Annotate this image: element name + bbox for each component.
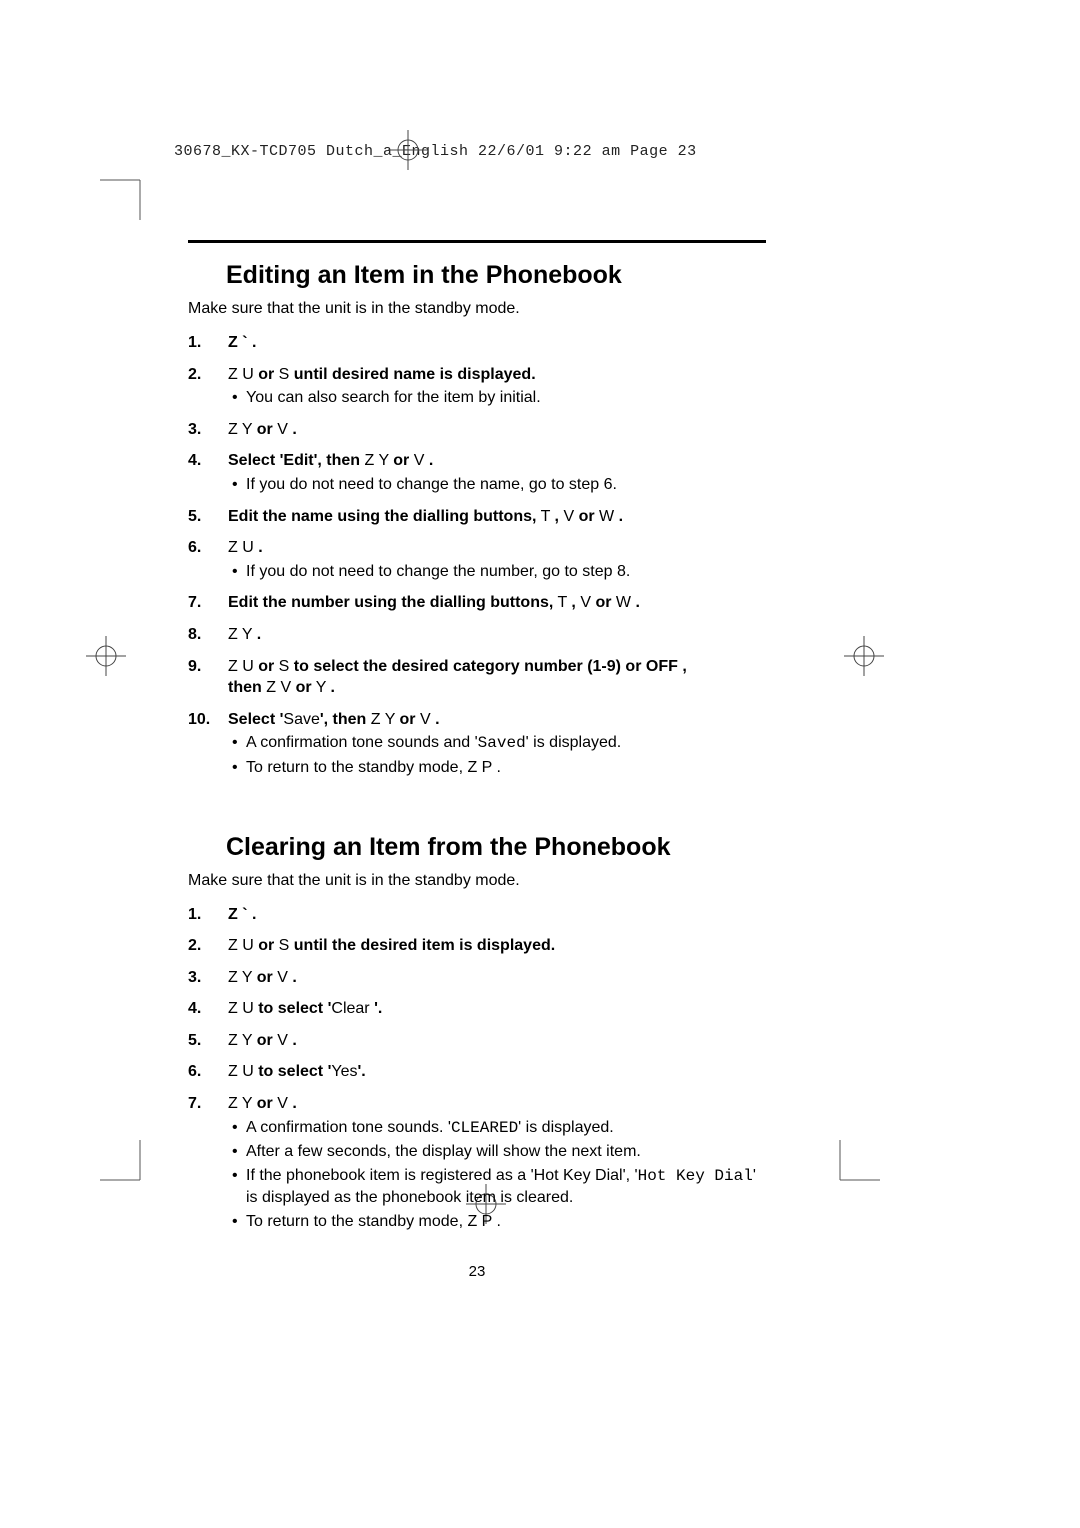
step-text: Z Y or V . bbox=[228, 969, 297, 986]
step-item: 2. Z U or S until the desired item is dis… bbox=[188, 935, 766, 957]
step-subitem: If you do not need to change the name, g… bbox=[228, 474, 766, 496]
step-text: Z U or S until desired name is displayed… bbox=[228, 366, 536, 383]
step-number: 9. bbox=[188, 656, 201, 678]
section2-title: Clearing an Item from the Phonebook bbox=[226, 833, 766, 862]
step-text: Z U or S until the desired item is displ… bbox=[228, 937, 555, 954]
step-item: 7. Z Y or V . A confirmation tone sounds. … bbox=[188, 1093, 766, 1233]
step-sublist: You can also search for the item by init… bbox=[228, 387, 766, 409]
step-subitem: If the phonebook item is registered as a… bbox=[228, 1165, 766, 1209]
step-item: 10. Select 'Save', then Z Y or V . A confi… bbox=[188, 709, 766, 779]
step-text: Z U . bbox=[228, 539, 263, 556]
step-item: 4. Z U to select 'Clear '. bbox=[188, 998, 766, 1020]
registration-mark-left bbox=[86, 636, 126, 676]
step-subitem: To return to the standby mode, Z P . bbox=[228, 1211, 766, 1233]
step-subitem: After a few seconds, the display will sh… bbox=[228, 1141, 766, 1163]
step-item: 9. Z U or S to select the desired categor… bbox=[188, 656, 766, 699]
step-sublist: A confirmation tone sounds. 'CLEARED' is… bbox=[228, 1117, 766, 1233]
step-text: Z Y or V . bbox=[228, 1095, 297, 1112]
step-item: 4. Select 'Edit', then Z Y or V . If you d… bbox=[188, 450, 766, 495]
step-text: Edit the name using the dialling buttons… bbox=[228, 508, 623, 525]
step-number: 4. bbox=[188, 998, 201, 1020]
registration-mark-right bbox=[844, 636, 884, 676]
section2-steps: 1. Z ` . 2. Z U or S until the desired item… bbox=[188, 904, 766, 1233]
step-text: Select 'Edit', then Z Y or V . bbox=[228, 452, 433, 469]
step-number: 2. bbox=[188, 935, 201, 957]
step-number: 7. bbox=[188, 592, 201, 614]
step-text: Z U to select 'Clear '. bbox=[228, 1000, 382, 1017]
step-subitem: A confirmation tone sounds. 'CLEARED' is… bbox=[228, 1117, 766, 1140]
step-number: 4. bbox=[188, 450, 201, 472]
step-item: 5. Edit the name using the dialling butto… bbox=[188, 506, 766, 528]
step-number: 6. bbox=[188, 1061, 201, 1083]
top-rule bbox=[188, 240, 766, 243]
step-sublist: If you do not need to change the name, g… bbox=[228, 474, 766, 496]
step-item: 3. Z Y or V . bbox=[188, 419, 766, 441]
step-text: Z U to select 'Yes'. bbox=[228, 1063, 366, 1080]
step-text: Z Y or V . bbox=[228, 421, 297, 438]
step-text: Edit the number using the dialling butto… bbox=[228, 594, 640, 611]
step-text: Z ` . bbox=[228, 334, 256, 351]
step-item: 1. Z ` . bbox=[188, 904, 766, 926]
step-subitem: To return to the standby mode, Z P . bbox=[228, 757, 766, 779]
page-number: 23 bbox=[188, 1263, 766, 1280]
step-number: 5. bbox=[188, 506, 201, 528]
step-text: Select 'Save', then Z Y or V . bbox=[228, 711, 440, 728]
step-number: 3. bbox=[188, 967, 201, 989]
crop-mark-br bbox=[820, 1140, 880, 1200]
step-number: 5. bbox=[188, 1030, 201, 1052]
step-number: 10. bbox=[188, 709, 210, 731]
print-header: 30678_KX-TCD705 Dutch_a_English 22/6/01 … bbox=[174, 143, 697, 160]
step-item: 7. Edit the number using the dialling but… bbox=[188, 592, 766, 614]
crop-mark-tl bbox=[100, 160, 160, 220]
step-number: 3. bbox=[188, 419, 201, 441]
step-subitem: A confirmation tone sounds and 'Saved' i… bbox=[228, 732, 766, 755]
section1-steps: 1. Z ` . 2. Z U or S until desired name is … bbox=[188, 332, 766, 779]
step-sublist: If you do not need to change the number,… bbox=[228, 561, 766, 583]
section1-title: Editing an Item in the Phonebook bbox=[226, 261, 766, 290]
step-item: 8. Z Y . bbox=[188, 624, 766, 646]
step-text: Z Y . bbox=[228, 626, 261, 643]
step-number: 6. bbox=[188, 537, 201, 559]
page: 30678_KX-TCD705 Dutch_a_English 22/6/01 … bbox=[0, 0, 1080, 1528]
section2-intro: Make sure that the unit is in the standb… bbox=[188, 872, 766, 890]
step-item: 3. Z Y or V . bbox=[188, 967, 766, 989]
step-sublist: A confirmation tone sounds and 'Saved' i… bbox=[228, 732, 766, 778]
step-text: Z ` . bbox=[228, 906, 256, 923]
content-block: Editing an Item in the Phonebook Make su… bbox=[188, 240, 766, 1280]
step-number: 1. bbox=[188, 904, 201, 926]
step-item: 1. Z ` . bbox=[188, 332, 766, 354]
step-text: Z U or S to select the desired category … bbox=[228, 658, 687, 697]
section1-intro: Make sure that the unit is in the standb… bbox=[188, 300, 766, 318]
crop-mark-bl bbox=[100, 1140, 160, 1200]
step-item: 6. Z U to select 'Yes'. bbox=[188, 1061, 766, 1083]
step-item: 2. Z U or S until desired name is display… bbox=[188, 364, 766, 409]
registration-mark-top bbox=[388, 130, 428, 170]
step-number: 8. bbox=[188, 624, 201, 646]
step-item: 6. Z U . If you do not need to change the … bbox=[188, 537, 766, 582]
step-text: Z Y or V . bbox=[228, 1032, 297, 1049]
step-number: 2. bbox=[188, 364, 201, 386]
step-number: 7. bbox=[188, 1093, 201, 1115]
step-item: 5. Z Y or V . bbox=[188, 1030, 766, 1052]
step-number: 1. bbox=[188, 332, 201, 354]
step-subitem: If you do not need to change the number,… bbox=[228, 561, 766, 583]
step-subitem: You can also search for the item by init… bbox=[228, 387, 766, 409]
